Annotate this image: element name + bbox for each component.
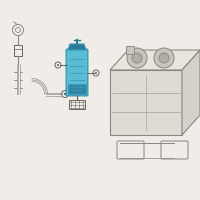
Bar: [14, 45, 22, 56]
FancyBboxPatch shape: [66, 49, 88, 96]
Polygon shape: [68, 44, 86, 50]
Circle shape: [57, 64, 59, 66]
Bar: [68, 84, 86, 94]
Circle shape: [95, 72, 97, 74]
Circle shape: [127, 48, 147, 68]
Bar: [110, 70, 182, 135]
Circle shape: [159, 53, 169, 63]
Polygon shape: [182, 50, 200, 135]
Circle shape: [132, 53, 142, 63]
Circle shape: [64, 93, 66, 95]
Bar: [69, 100, 85, 109]
Polygon shape: [110, 50, 200, 70]
Bar: [126, 46, 134, 54]
Circle shape: [154, 48, 174, 68]
